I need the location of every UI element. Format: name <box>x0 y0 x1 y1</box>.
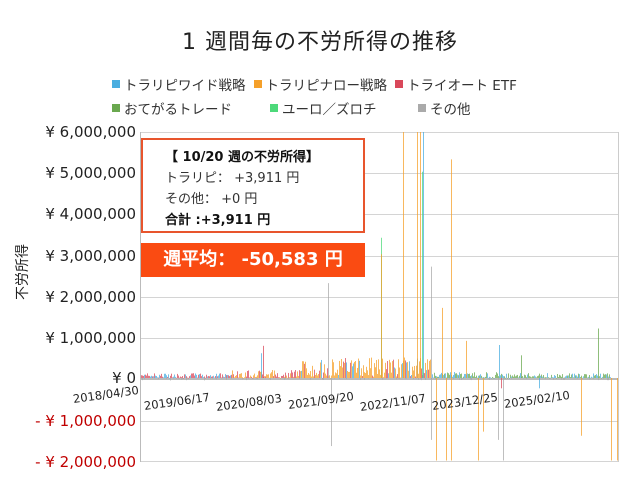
legend-item-eurpln[interactable]: ユーロ／ズロチ <box>270 98 410 118</box>
y-tick: ¥ 2,000,000 <box>45 288 136 306</box>
gridline <box>141 256 618 257</box>
weekly-average-box: 週平均： -50,583 円 <box>141 243 365 277</box>
x-tick: 2018/04/30 <box>72 382 140 406</box>
info-traripi: トラリピ： +3,911 円 <box>165 171 300 186</box>
y-tick: ¥ 3,000,000 <box>45 247 136 265</box>
legend-label: おてがるトレード <box>124 102 232 118</box>
y-tick: ¥ 5,000,000 <box>45 164 136 182</box>
legend-swatch-icon <box>418 104 426 112</box>
y-axis-label: 不労所得 <box>15 244 31 300</box>
legend-item-other[interactable]: その他 <box>418 98 471 118</box>
legend-label: トラリピワイド戦略 <box>124 78 246 94</box>
legend: トラリピワイド戦略 トラリピナロー戦略 トライオート ETF おてがるトレード … <box>112 72 572 120</box>
plot-area <box>140 132 619 462</box>
y-tick: ¥ 1,000,000 <box>45 329 136 347</box>
weekly-income-box: 【 10/20 週の不労所得】 トラリピ： +3,911 円 その他： +0 円… <box>141 138 365 233</box>
legend-item-wide[interactable]: トラリピワイド戦略 <box>112 74 246 94</box>
y-tick: ¥ 4,000,000 <box>45 205 136 223</box>
legend-swatch-icon <box>395 80 403 88</box>
legend-swatch-icon <box>270 104 278 112</box>
chart-title: 1 週間毎の不労所得の推移 <box>182 30 458 55</box>
zero-line <box>141 378 618 380</box>
y-tick: ¥ 6,000,000 <box>45 123 136 141</box>
y-tick: - ¥ 2,000,000 <box>35 453 136 471</box>
gridline <box>141 132 618 133</box>
gridline <box>141 173 618 174</box>
legend-row-2: おてがるトレード ユーロ／ズロチ その他 <box>112 96 572 120</box>
gridline <box>141 214 618 215</box>
y-tick: - ¥ 1,000,000 <box>35 412 136 430</box>
info-other: その他： +0 円 <box>165 192 258 207</box>
legend-swatch-icon <box>253 80 262 88</box>
gridline <box>141 338 618 339</box>
legend-label: トラリピナロー戦略 <box>265 78 388 94</box>
gridline <box>141 421 618 422</box>
info-heading: 【 10/20 週の不労所得】 <box>165 150 319 165</box>
info-total: 合計 :+3,911 円 <box>165 213 271 228</box>
legend-label: その他 <box>430 102 471 118</box>
legend-label: トライオート ETF <box>407 78 517 94</box>
bar-series <box>141 132 618 461</box>
legend-item-triauto[interactable]: トライオート ETF <box>395 74 517 94</box>
legend-item-narrow[interactable]: トラリピナロー戦略 <box>253 74 388 94</box>
legend-swatch-icon <box>112 80 120 88</box>
legend-label: ユーロ／ズロチ <box>282 102 377 118</box>
legend-swatch-icon <box>112 104 120 112</box>
gridline <box>141 297 618 298</box>
legend-item-otegaru[interactable]: おてがるトレード <box>112 98 262 118</box>
legend-row-1: トラリピワイド戦略 トラリピナロー戦略 トライオート ETF <box>112 72 572 96</box>
gridline <box>141 461 618 462</box>
y-tick: ¥ 0 <box>112 369 136 387</box>
